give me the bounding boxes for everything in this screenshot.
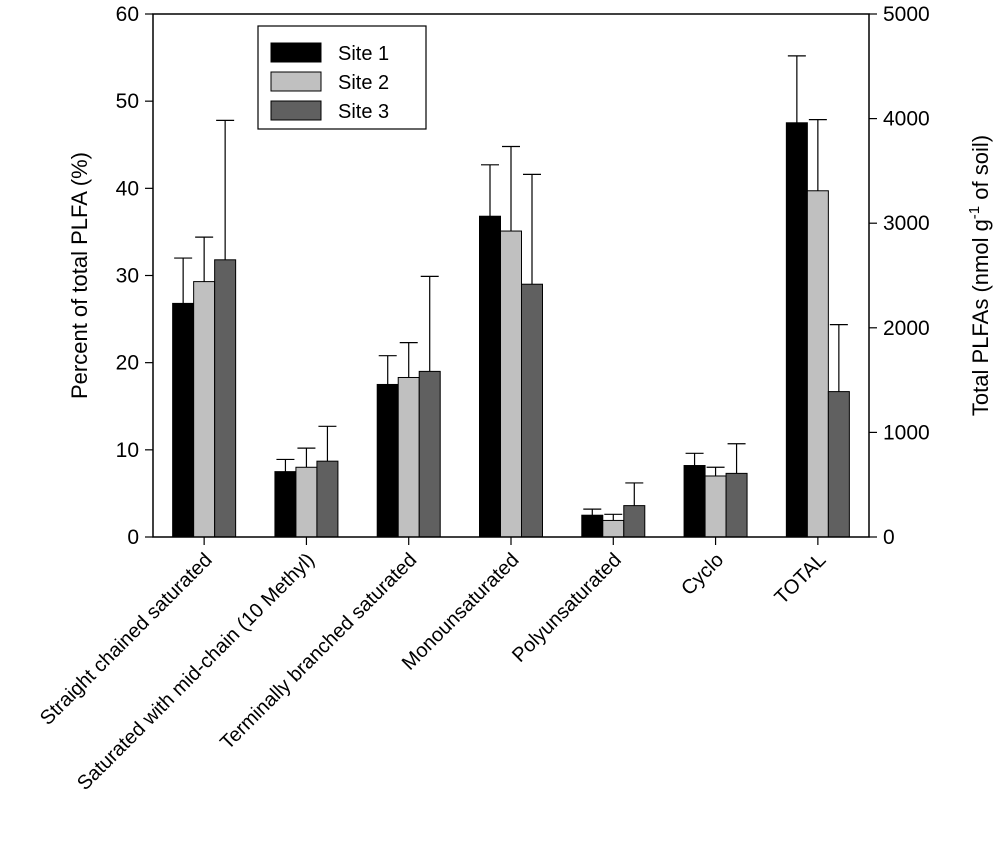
bar-site-3 [214,259,237,538]
legend-label-site-3: Site 3 [338,101,389,123]
y-tick-label: 40 [116,177,139,200]
y2-tick-label: 5000 [883,3,930,26]
error-bar [727,443,746,474]
y2-tick-label: 1000 [883,421,930,444]
y2-tick-label: 4000 [883,108,930,131]
error-bar [276,458,295,472]
error-bar [583,508,602,516]
error-bar [297,447,316,468]
bar-site-1 [785,122,808,538]
bar-site-2 [602,519,625,538]
left-axis: 0 10 20 30 40 50 60 [116,3,153,549]
error-bar [523,173,541,285]
y-tick-label: 20 [116,352,139,375]
bar-site-1 [479,215,501,538]
error-bar [481,164,499,217]
error-bar [685,452,704,466]
error-bar [829,324,848,392]
y2-axis-title: Total PLFAs (nmol g-1 of soil) [966,135,993,416]
x-tick-label: TOTAL [771,549,831,609]
y-tick-label: 60 [116,3,139,26]
bar-site-2 [806,190,829,538]
error-bar [787,55,806,123]
y2-tick-label: 2000 [883,317,930,340]
bar-site-1 [172,302,195,538]
bar-site-2 [500,230,522,538]
legend-swatch-site-1 [270,42,322,63]
bar-site-1 [376,383,399,538]
legend-label-site-1: Site 1 [338,43,389,65]
error-bar [378,355,397,385]
error-bar [604,513,623,521]
bar-site-1 [274,471,297,538]
error-bar [195,236,214,282]
error-bar [318,425,337,462]
error-bar [706,466,725,476]
legend: Site 1 Site 2 Site 3 [257,25,427,130]
error-bar [625,482,644,506]
error-bar [174,257,193,304]
bar-site-3 [521,283,543,538]
error-bars-layer [174,55,848,521]
legend-label-site-2: Site 2 [338,72,389,94]
bar-site-3 [418,370,441,538]
error-bar [808,119,827,191]
y-tick-label: 0 [127,526,139,549]
x-tick-label: Terminally branched saturated [216,549,421,754]
bars-layer [172,122,850,538]
legend-swatch-site-3 [270,100,322,121]
bar-site-2 [295,466,318,538]
right-axis: 0 1000 2000 3000 4000 5000 [869,3,930,549]
error-bar [399,342,418,378]
bar-site-1 [581,514,604,538]
x-tick-label: Cyclo [677,549,728,600]
bar-site-3 [316,460,339,538]
x-tick-label: Polyunsaturated [508,549,626,667]
y-tick-label: 50 [116,90,139,113]
y-axis-title: Percent of total PLFA (%) [67,152,92,399]
x-tick-label: Straight chained saturated [36,549,217,730]
bar-site-2 [397,376,420,538]
error-bar [216,119,235,260]
y-tick-label: 30 [116,265,139,288]
bar-site-2 [193,281,216,538]
y-tick-label: 10 [116,439,139,462]
bar-site-3 [623,505,646,538]
error-bar [502,145,520,232]
error-bar [420,275,439,372]
bar-site-3 [827,391,850,538]
bar-site-2 [704,475,727,538]
bar-site-3 [725,472,748,538]
y2-tick-label: 0 [883,526,895,549]
legend-swatch-site-2 [270,71,322,92]
bar-site-1 [683,465,706,538]
y2-tick-label: 3000 [883,212,930,235]
